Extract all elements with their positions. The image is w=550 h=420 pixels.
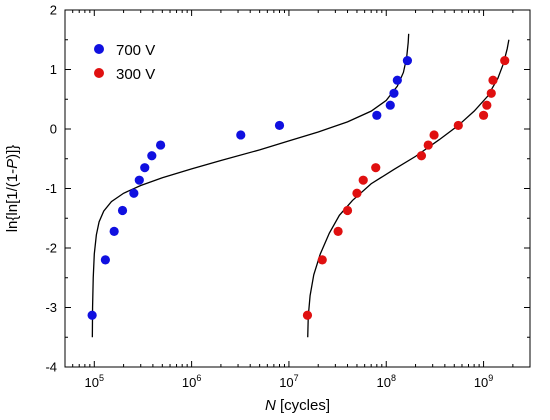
point-300v (358, 175, 368, 185)
x-tick-label-base: 10 (377, 375, 391, 390)
point-300v (317, 255, 327, 265)
point-300v (342, 205, 353, 216)
x-tick-label: 105 (85, 373, 104, 390)
point-700v (236, 130, 246, 140)
point-300v (488, 75, 498, 85)
point-300v (453, 120, 463, 131)
legend: 700 V 300 V (94, 42, 155, 83)
x-tick-label-base: 10 (85, 375, 99, 390)
point-300v (486, 88, 496, 98)
point-300v (302, 310, 313, 320)
point-700v (147, 151, 157, 161)
point-700v (274, 120, 285, 131)
point-300v (416, 151, 427, 161)
y-tick-label: 1 (50, 62, 57, 77)
point-700v (155, 140, 166, 150)
ticks (64, 9, 531, 368)
point-700v (402, 55, 413, 66)
x-tick-label-exponent: 6 (196, 373, 201, 383)
point-300v (500, 55, 510, 66)
x-tick-label: 109 (474, 373, 493, 390)
x-tick-label-exponent: 8 (391, 373, 396, 383)
point-700v (372, 110, 382, 120)
legend-label-300v: 300 V (116, 66, 155, 83)
point-700v (140, 163, 150, 173)
x-tick-label-exponent: 5 (99, 373, 104, 383)
x-tick-label-base: 10 (279, 375, 293, 390)
legend-marker-700v (94, 44, 104, 54)
y-axis-title-suffix: )]} (4, 145, 21, 159)
x-tick-label: 107 (279, 373, 298, 390)
y-tick-label: 0 (50, 122, 57, 137)
point-700v (392, 75, 402, 85)
y-axis-title-prefix: ln{ln[1/(1- (4, 169, 21, 232)
point-300v (371, 163, 381, 173)
point-700v (100, 255, 110, 265)
point-700v (134, 175, 144, 185)
y-axis-title: ln{ln[1/(1-P)]} (4, 145, 21, 233)
plot-area (87, 33, 510, 338)
x-tick-label: 106 (182, 373, 201, 390)
y-axis-title-symbol: P (4, 159, 21, 169)
point-300v (478, 110, 489, 120)
point-700v (385, 100, 395, 110)
x-axis-title: N [cycles] (265, 397, 330, 414)
x-tick-label-exponent: 9 (488, 373, 493, 383)
x-tick-label-exponent: 7 (294, 373, 299, 383)
y-tick-label: -1 (45, 181, 57, 196)
point-300v (352, 188, 362, 198)
x-tick-label-base: 10 (474, 375, 488, 390)
fit-curve-300v (307, 39, 510, 338)
point-300v (333, 226, 343, 236)
point-300v (423, 140, 433, 150)
point-700v (117, 205, 128, 216)
point-700v (87, 310, 97, 320)
point-700v (109, 226, 119, 236)
legend-label-700v: 700 V (116, 42, 155, 59)
point-700v (129, 188, 139, 198)
x-tick-label-base: 10 (182, 375, 196, 390)
point-300v (482, 100, 492, 110)
point-700v (389, 88, 399, 98)
x-tick-label: 108 (377, 373, 396, 390)
y-tick-label: 2 (50, 3, 57, 18)
y-tick-label: -4 (45, 360, 57, 375)
legend-marker-300v (94, 68, 104, 78)
y-tick-label: -3 (45, 300, 57, 315)
point-300v (429, 130, 439, 140)
x-axis-title-symbol: N (265, 397, 276, 414)
x-axis-title-unit: [cycles] (276, 397, 330, 414)
y-tick-label: -2 (45, 241, 57, 256)
